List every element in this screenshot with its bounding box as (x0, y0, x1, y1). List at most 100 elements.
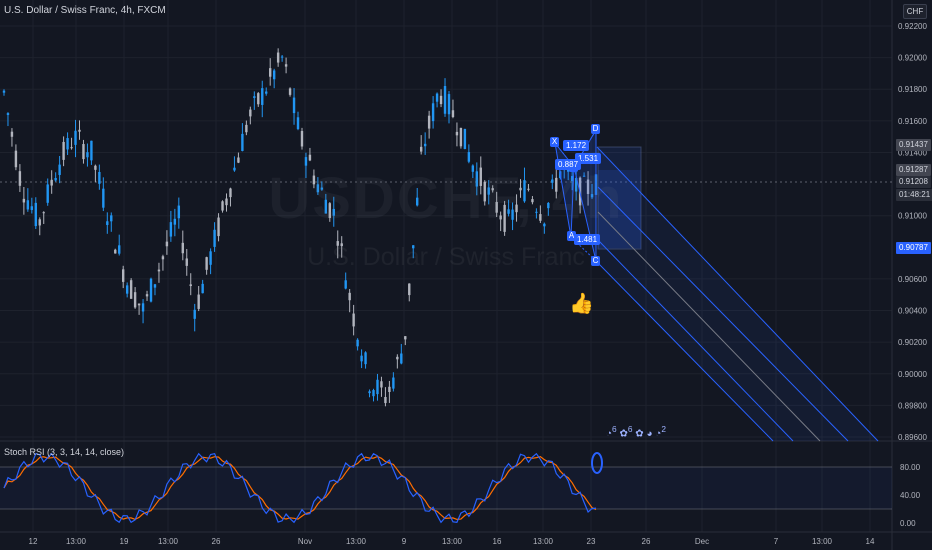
time-tick-label: 16 (493, 537, 502, 546)
time-tick-label: 26 (642, 537, 651, 546)
candle-body (14, 150, 18, 168)
countdown-tag: 01:48:21 (896, 189, 932, 201)
candle-body (86, 152, 89, 158)
candle-body (491, 188, 494, 191)
price-tick-label: 0.90200 (898, 338, 927, 347)
currency-button[interactable]: CHF (903, 4, 927, 19)
time-tick-label: 13:00 (346, 537, 367, 546)
candle-body (201, 283, 204, 294)
event-icons-row[interactable]: ◔6 ✿6 ✿ ◕ ◔2 (606, 424, 666, 440)
pattern-point-d[interactable]: D (591, 124, 600, 134)
candle-body (145, 294, 149, 297)
channel-line (596, 146, 879, 442)
price-tick-label: 0.89600 (898, 433, 927, 442)
rsi-annotation-circle[interactable] (591, 452, 603, 474)
candle-body (257, 93, 260, 105)
pattern-point-c[interactable]: C (591, 256, 600, 266)
candle-body (265, 91, 268, 94)
candle-body (62, 141, 65, 160)
parallel-channel[interactable] (596, 146, 879, 442)
candle-body (308, 154, 312, 161)
candle-body (419, 146, 423, 152)
candle-body (82, 144, 85, 160)
candle-body (70, 147, 73, 149)
indicator-label[interactable]: Stoch RSI (3, 3, 14, 14, close) (4, 447, 125, 457)
candle-body (205, 257, 208, 270)
candle-body (340, 243, 343, 247)
candle-body (137, 303, 141, 306)
candle-body (336, 241, 339, 246)
price-tick-label: 0.91600 (898, 117, 927, 126)
candle-body (535, 211, 538, 213)
candle-body (483, 181, 486, 202)
candle-body (439, 95, 443, 105)
candle-body (443, 86, 447, 114)
candle-body (141, 303, 145, 312)
candle-body (487, 187, 490, 195)
candle-body (408, 283, 411, 296)
candle-body (165, 241, 169, 247)
candle-body (364, 352, 367, 365)
candle-body (380, 381, 383, 388)
time-tick-label: 7 (774, 537, 779, 546)
pattern-point-x[interactable]: X (550, 137, 559, 147)
candle-body (94, 165, 97, 170)
time-tick-label: 19 (120, 537, 129, 546)
candle-body (26, 200, 30, 210)
rsi-tick-label: 80.00 (900, 463, 921, 472)
pattern-point-a[interactable]: A (567, 231, 576, 241)
pattern-ratio-ac: 1.481 (574, 234, 601, 245)
candle-body (269, 68, 272, 77)
candle-body (106, 221, 109, 225)
candle-body (451, 110, 455, 118)
candle-body (427, 115, 431, 129)
candle-body (229, 188, 232, 198)
candle-body (181, 242, 184, 254)
candle-body (74, 130, 77, 145)
candle-body (173, 218, 177, 225)
candle-body (225, 198, 228, 206)
candle-body (511, 209, 514, 220)
candle-body (312, 175, 316, 185)
candle-body (507, 209, 510, 214)
thumbs-up-icon[interactable]: 👍 (569, 293, 594, 315)
candle-body (58, 164, 61, 175)
time-tick-label: Nov (298, 537, 312, 546)
candle-body (368, 391, 371, 394)
candle-body (169, 222, 173, 237)
time-axis[interactable]: 12 13:00 19 13:00 26 Nov 13:00 9 13:00 16 13:00 23 2… (29, 537, 875, 546)
candle-body (46, 184, 49, 203)
channel-line (597, 239, 794, 442)
candle-body (459, 127, 463, 147)
pattern-ratio-xd: 1.172 (563, 140, 590, 151)
candle-body (189, 284, 192, 287)
time-tick-label: 23 (587, 537, 596, 546)
candle-body (547, 202, 550, 209)
candle-body (455, 131, 459, 136)
symbol-title[interactable]: U.S. Dollar / Swiss Franc, 4h, FXCM (4, 5, 166, 16)
candle-body (50, 179, 53, 186)
candle-body (495, 201, 498, 213)
economic-event-icon[interactable]: ✿ (635, 428, 644, 440)
price-axis[interactable]: 0.92200 0.92000 0.91800 0.91600 0.91400 0.910… (898, 22, 927, 442)
rsi-axis[interactable]: 80.00 40.00 0.00 (900, 463, 921, 528)
candle-body (467, 152, 471, 162)
candle-body (328, 203, 331, 218)
news-icon[interactable]: ◔ (655, 428, 662, 440)
time-tick-label: Dec (695, 537, 709, 546)
candle-body (376, 379, 379, 395)
candle-body (471, 165, 475, 172)
economic-event-icon[interactable]: ✿ (619, 428, 628, 440)
last-price-tag: 0.91208 (896, 176, 931, 188)
channel-line (597, 186, 849, 442)
time-tick-label: 9 (402, 537, 407, 546)
candle-body (360, 355, 363, 362)
news-icon[interactable]: ◕ (646, 428, 653, 440)
rsi-tick-label: 40.00 (900, 491, 921, 500)
candle-body (392, 377, 395, 389)
candle-body (217, 217, 220, 237)
dividend-icon[interactable]: ◔ (606, 428, 613, 440)
candle-body (213, 229, 216, 247)
candle-body (10, 131, 14, 137)
